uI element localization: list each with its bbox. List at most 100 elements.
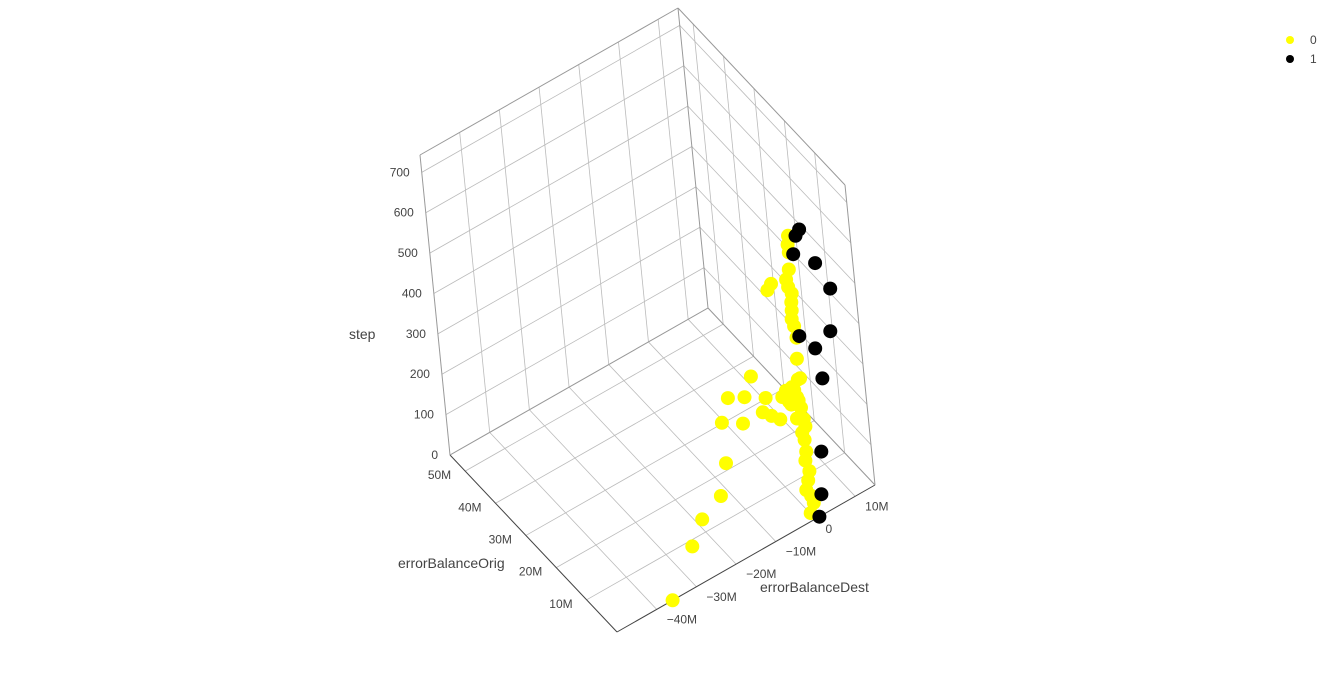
data-point-series-0[interactable]	[713, 489, 728, 503]
gridline-z	[695, 186, 864, 365]
data-point-series-0[interactable]	[794, 400, 808, 415]
axis-line	[677, 7, 846, 186]
legend-item-0[interactable]: 0	[1278, 30, 1317, 49]
tick-label-x: 40M	[458, 500, 481, 514]
data-point-series-0[interactable]	[665, 593, 680, 608]
legend-item-1[interactable]: 1	[1278, 49, 1317, 68]
data-point-series-1[interactable]	[808, 341, 823, 356]
gridline-z	[445, 267, 705, 415]
data-point-series-0[interactable]	[782, 394, 797, 409]
gridline-y	[578, 64, 610, 365]
data-point-series-1[interactable]	[823, 281, 838, 296]
data-point-series-0[interactable]	[799, 444, 814, 459]
axis-line-x	[449, 454, 618, 633]
tick-label-z: 400	[402, 286, 422, 300]
gridline-x	[525, 388, 785, 536]
grid-lines	[421, 19, 876, 610]
data-point-series-1[interactable]	[786, 247, 801, 262]
data-point-series-0[interactable]	[784, 312, 799, 327]
axis-line	[449, 307, 709, 456]
gridline-y	[657, 19, 689, 320]
axis-line-y	[616, 484, 876, 633]
axis-title-step: step	[349, 326, 376, 342]
tick-label-y: −10M	[786, 545, 816, 559]
gridline-z	[433, 146, 693, 294]
data-point-series-0[interactable]	[720, 391, 735, 406]
gridline-y	[538, 87, 570, 388]
data-point-series-1[interactable]	[823, 324, 838, 339]
tick-label-z: 300	[406, 327, 426, 341]
gridline-x	[814, 152, 846, 453]
tick-label-z: 700	[390, 165, 410, 179]
gridline-y	[529, 409, 697, 588]
axis-title-errorBalanceOrig: errorBalanceOrig	[398, 555, 505, 571]
axis-line	[844, 184, 876, 486]
data-markers[interactable]	[665, 222, 838, 608]
data-point-series-1[interactable]	[815, 371, 830, 386]
data-point-series-0[interactable]	[779, 272, 794, 287]
data-point-series-1[interactable]	[812, 509, 827, 524]
data-point-series-0[interactable]	[799, 483, 814, 497]
data-point-series-0[interactable]	[802, 464, 817, 479]
gridline-z	[425, 65, 684, 214]
tick-label-z: 500	[398, 246, 418, 260]
data-point-series-1[interactable]	[808, 256, 823, 271]
gridline-z	[441, 226, 701, 375]
legend-swatch-0	[1286, 35, 1294, 44]
tick-label-y: −20M	[746, 567, 776, 581]
tick-label-x: 10M	[549, 597, 572, 611]
gridline-z	[429, 105, 689, 254]
gridline-z	[687, 105, 856, 284]
data-point-series-0[interactable]	[773, 412, 788, 427]
legend-swatch-1	[1286, 54, 1294, 63]
data-point-series-0[interactable]	[685, 539, 700, 554]
data-point-series-0[interactable]	[743, 369, 758, 384]
data-point-series-0[interactable]	[789, 351, 804, 366]
legend-label-0: 0	[1310, 32, 1317, 47]
tick-label-z: 200	[410, 367, 430, 381]
data-point-series-0[interactable]	[784, 295, 799, 310]
data-point-series-1[interactable]	[792, 329, 807, 344]
tick-label-x: 20M	[519, 565, 542, 579]
tick-label-z: 0	[431, 448, 438, 462]
gridline-z	[437, 186, 697, 335]
data-point-series-0[interactable]	[714, 415, 729, 430]
legend: 0 1	[1278, 30, 1317, 68]
legend-label-1: 1	[1310, 51, 1317, 66]
data-point-series-1[interactable]	[814, 487, 829, 502]
tick-label-x: 30M	[489, 532, 512, 546]
gridline-y	[648, 341, 816, 520]
data-point-series-0[interactable]	[758, 391, 773, 405]
tick-label-x: 50M	[428, 468, 451, 482]
gridline-x	[753, 88, 785, 389]
tick-labels: 0 100 200 300 400 500 600 700 10M 20M 30M 40M 50M −40…	[390, 165, 889, 626]
gridline-y	[687, 319, 856, 497]
gridline-y	[568, 386, 737, 565]
data-point-series-0[interactable]	[695, 512, 710, 527]
data-point-series-0[interactable]	[736, 416, 750, 431]
gridline-z	[683, 65, 852, 244]
axis-line	[419, 154, 451, 456]
data-point-series-1[interactable]	[814, 444, 829, 459]
gridline-x	[556, 420, 815, 568]
tick-label-z: 100	[414, 408, 434, 422]
tick-label-y: −30M	[706, 590, 736, 604]
tick-label-y: 10M	[865, 499, 888, 513]
gridline-z	[421, 25, 680, 173]
data-point-series-0[interactable]	[798, 419, 813, 434]
tick-label-y: 0	[825, 522, 832, 536]
data-point-series-0[interactable]	[737, 390, 752, 405]
axis-title-errorBalanceDest: errorBalanceDest	[760, 579, 869, 595]
tick-label-z: 600	[394, 206, 414, 220]
data-point-series-1[interactable]	[788, 228, 803, 243]
data-point-series-0[interactable]	[784, 380, 799, 395]
axis-line	[677, 7, 709, 309]
gridline-y	[498, 109, 530, 410]
gridline-x	[464, 323, 724, 472]
data-point-series-0[interactable]	[764, 276, 778, 291]
axis-line	[419, 7, 679, 156]
gridline-y	[608, 364, 777, 542]
data-point-series-0[interactable]	[755, 405, 770, 420]
data-point-series-0[interactable]	[719, 456, 733, 471]
